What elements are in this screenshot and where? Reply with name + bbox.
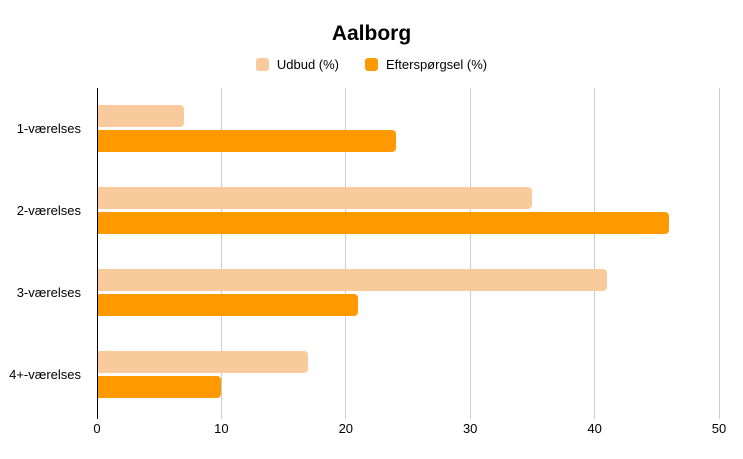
legend: Udbud (%) Efterspørgsel (%)	[0, 57, 743, 72]
gridline	[594, 88, 596, 419]
bar-udbud[interactable]	[97, 187, 533, 210]
x-tick-label: 30	[462, 421, 478, 436]
legend-label-efterspoergsel: Efterspørgsel (%)	[386, 57, 488, 72]
x-tick-label: 50	[711, 421, 727, 436]
category-axis-labels: 1-værelses 2-værelses 3-værelses 4+-værelse…	[0, 88, 89, 415]
bar-group	[97, 170, 719, 252]
category-label: 2-værelses	[16, 203, 81, 219]
bar-efterspoergsel[interactable]	[97, 212, 670, 235]
legend-item-efterspoergsel[interactable]: Efterspørgsel (%)	[365, 57, 487, 72]
x-tick-label: 0	[93, 421, 101, 436]
legend-label-udbud: Udbud (%)	[276, 57, 339, 72]
gridline	[469, 88, 471, 419]
x-axis-labels: 0 10 20 30 40 50	[93, 421, 726, 437]
plot-area	[96, 88, 720, 419]
bar-group	[97, 333, 719, 415]
legend-item-udbud[interactable]: Udbud (%)	[255, 57, 339, 72]
bar-group	[97, 252, 719, 334]
bar-efterspoergsel[interactable]	[97, 130, 396, 153]
category-label: 4+-værelses	[9, 366, 81, 382]
bar-udbud[interactable]	[97, 350, 309, 373]
x-tick-label: 10	[214, 421, 229, 436]
x-tick-label: 40	[587, 421, 602, 436]
gridline	[220, 88, 222, 419]
bar-group	[97, 88, 719, 170]
gridline	[345, 88, 347, 419]
legend-swatch-efterspoergsel-icon	[365, 58, 378, 71]
legend-swatch-udbud-icon	[255, 58, 269, 71]
x-tick-label: 20	[338, 421, 354, 436]
bar-efterspoergsel[interactable]	[97, 375, 222, 398]
category-label: 3-værelses	[16, 284, 81, 300]
y-axis-baseline	[96, 88, 98, 419]
category-label: 1-værelses	[16, 121, 81, 137]
chart-title: Aalborg	[331, 22, 412, 45]
bar-efterspoergsel[interactable]	[97, 293, 359, 316]
bar-udbud[interactable]	[97, 105, 185, 128]
bar-udbud[interactable]	[97, 268, 608, 291]
gridline	[718, 88, 720, 419]
